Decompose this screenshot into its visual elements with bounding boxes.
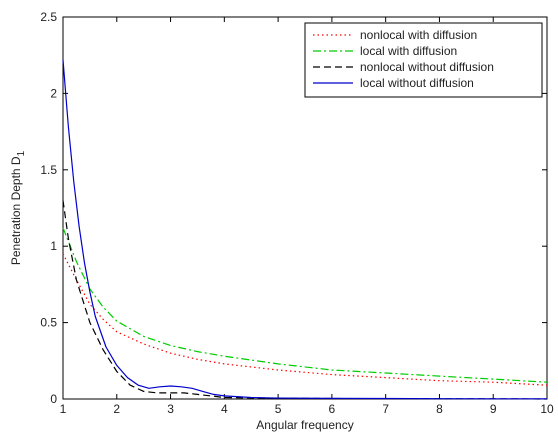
legend-label-2: local with diffusion (360, 44, 457, 58)
y-axis-title: Penetration Depth D1 (9, 150, 27, 265)
y-tick-label: 0 (50, 392, 57, 406)
series-line-2 (62, 227, 548, 383)
y-axis-title-text: Penetration Depth D (9, 156, 23, 265)
legend-label-3: nonlocal without diffusion (360, 60, 494, 74)
y-tick-label: 0.5 (40, 316, 57, 330)
legend-label-4: local without diffusion (360, 76, 474, 90)
x-tick-label: 9 (490, 402, 497, 416)
series-line-4 (62, 59, 547, 400)
y-axis-title-subscript: 1 (16, 150, 27, 156)
x-tick-label: 5 (275, 402, 282, 416)
x-tick-label: 8 (436, 402, 443, 416)
y-tick-label: 2 (50, 86, 57, 100)
x-tick-label: 7 (382, 402, 389, 416)
x-tick-label: 4 (221, 402, 228, 416)
legend-label-1: nonlocal with diffusion (360, 28, 477, 42)
series-line-1 (62, 253, 548, 386)
y-tick-label: 1 (50, 239, 57, 253)
x-tick-label: 3 (167, 402, 174, 416)
x-tick-label: 10 (540, 402, 554, 416)
x-tick-label: 6 (329, 402, 336, 416)
x-tick-label: 1 (60, 402, 67, 416)
y-tick-label: 1.5 (40, 163, 57, 177)
x-tick-label: 2 (113, 402, 120, 416)
x-axis-title: Angular frequency (256, 418, 353, 432)
y-tick-label: 2.5 (40, 10, 57, 24)
